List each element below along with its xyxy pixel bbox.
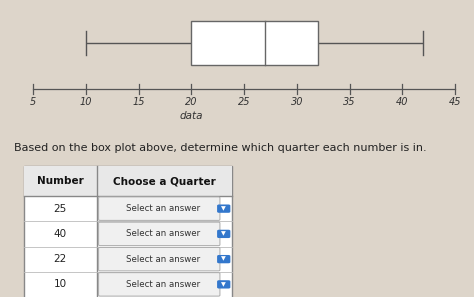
Text: 25: 25	[238, 97, 250, 108]
FancyBboxPatch shape	[217, 255, 230, 263]
Text: 10: 10	[80, 97, 92, 108]
Text: Select an answer: Select an answer	[126, 229, 200, 238]
Text: ▼: ▼	[221, 257, 226, 262]
Bar	[191, 21, 318, 65]
Text: Choose a Quarter: Choose a Quarter	[113, 176, 216, 186]
FancyBboxPatch shape	[99, 273, 220, 296]
FancyBboxPatch shape	[217, 204, 230, 213]
Text: Based on the box plot above, determine which quarter each number is in.: Based on the box plot above, determine w…	[14, 143, 427, 153]
Text: Select an answer: Select an answer	[126, 204, 200, 213]
Text: 40: 40	[396, 97, 409, 108]
Text: 5: 5	[30, 97, 36, 108]
Bar	[24, 166, 232, 297]
FancyBboxPatch shape	[99, 222, 220, 246]
Text: 35: 35	[343, 97, 356, 108]
Text: 10: 10	[54, 279, 67, 289]
Text: 15: 15	[132, 97, 145, 108]
FancyBboxPatch shape	[99, 197, 220, 220]
Text: 40: 40	[54, 229, 67, 239]
FancyBboxPatch shape	[217, 230, 230, 238]
Text: 30: 30	[291, 97, 303, 108]
Bar	[24, 166, 232, 196]
Text: 20: 20	[185, 97, 198, 108]
Text: Select an answer: Select an answer	[126, 280, 200, 289]
Text: data: data	[180, 111, 203, 121]
FancyBboxPatch shape	[99, 247, 220, 271]
FancyBboxPatch shape	[217, 280, 230, 289]
Text: 45: 45	[449, 97, 461, 108]
Text: Select an answer: Select an answer	[126, 255, 200, 264]
Text: 22: 22	[54, 254, 67, 264]
Text: Number: Number	[37, 176, 83, 186]
Text: 25: 25	[54, 204, 67, 214]
Text: ▼: ▼	[221, 206, 226, 211]
Text: ▼: ▼	[221, 282, 226, 287]
Text: ▼: ▼	[221, 231, 226, 236]
